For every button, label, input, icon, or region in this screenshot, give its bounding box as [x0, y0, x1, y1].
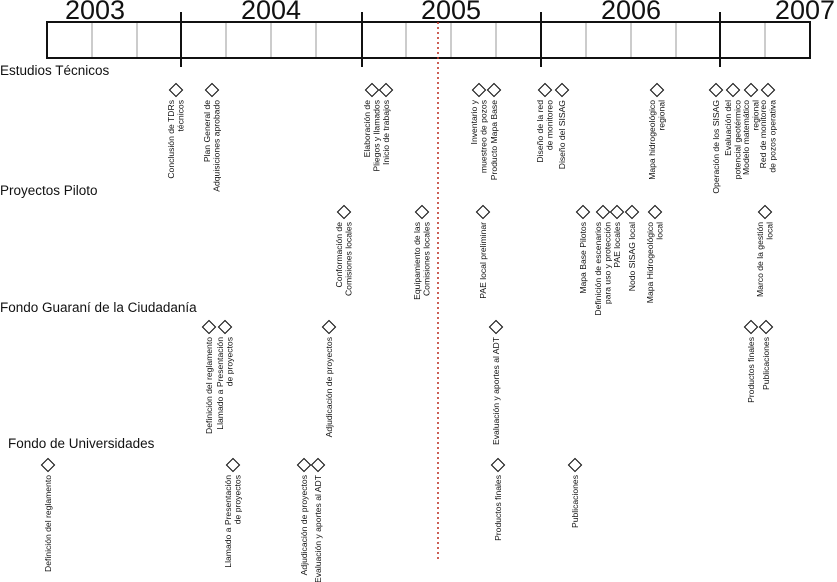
milestone-label: técnicos [176, 100, 186, 132]
milestone-label: de monitoreo [545, 100, 555, 150]
milestone-label: Comisiones locales [344, 222, 354, 296]
milestone-diamond [475, 204, 491, 220]
milestone-diamond [708, 82, 724, 98]
milestone-label: Diseño del SISAG [557, 100, 567, 170]
milestone-label: de pozos operativa [768, 100, 778, 173]
section-title: Estudios Técnicos [0, 63, 110, 78]
milestone-label: local [655, 222, 665, 240]
milestone-label: Conformación de [334, 222, 344, 288]
milestone-label: regional [657, 100, 667, 131]
milestone-diamond [321, 319, 337, 335]
milestone-label: regional [751, 100, 761, 131]
milestone-label: Definición de escenarios [593, 222, 603, 316]
milestone-label: Evaluación del [723, 100, 733, 156]
milestone-label: Inventario y [469, 99, 479, 144]
milestone-diamond [488, 319, 504, 335]
timeline-bar [46, 21, 811, 59]
milestone-diamond [40, 457, 56, 473]
milestone-label: para uso y protección [603, 222, 613, 304]
milestone-diamond [595, 204, 611, 220]
milestone-label: Inicio de trabajos [381, 100, 391, 165]
milestone-label: Modelo matemático [741, 100, 751, 175]
milestone-label: PAE local preliminar [478, 222, 488, 299]
milestone-label: Evaluación y aportes al ADT [313, 474, 323, 582]
milestone-label: muestreo de pozos [479, 100, 489, 173]
milestone-diamond [490, 457, 506, 473]
milestone-label: Mapa Hidrogeológico [645, 222, 655, 303]
milestone-label: local [765, 222, 775, 240]
milestone-diamond [378, 82, 394, 98]
milestone-label: Llamado a Presentación [223, 475, 233, 568]
milestone-diamond [760, 82, 776, 98]
milestone-label: Adjudicación de proyectos [299, 475, 309, 575]
year-label: 2007 [775, 0, 835, 25]
milestone-label: PAE locales [612, 222, 622, 268]
milestone-diamond [649, 82, 665, 98]
milestone-label: Conclusión de TDRs [166, 100, 176, 179]
milestone-label: Llamado a Presentación [215, 337, 225, 430]
milestone-label: Pliegos y llamados [372, 100, 382, 172]
milestone-diamond [471, 82, 487, 98]
year-label: 2005 [421, 0, 481, 25]
milestone-diamond [757, 204, 773, 220]
milestone-label: Definición del reglamento [204, 337, 214, 434]
milestone-diamond [537, 82, 553, 98]
milestone-diamond [168, 82, 184, 98]
milestone-diamond [554, 82, 570, 98]
milestone-label: Operación de los SISAG [711, 100, 721, 194]
milestone-diamond [486, 82, 502, 98]
milestone-diamond [758, 319, 774, 335]
milestone-diamond [217, 319, 233, 335]
year-label: 2003 [65, 0, 125, 25]
milestone-label: de proyectos [233, 475, 243, 524]
milestone-label: Diseño de la red [535, 100, 545, 163]
milestone-label: Equipamiento de las [412, 222, 422, 300]
milestone-label: Elaboración de [362, 100, 372, 158]
year-label: 2004 [241, 0, 301, 25]
milestone-label: Nodo SISAG local [627, 222, 637, 291]
milestone-label: Definición del reglamento [43, 475, 53, 572]
milestone-label: Mapa hidrogeológico [647, 100, 657, 180]
milestone-label: Publicaciones [761, 337, 771, 390]
milestone-label: Producto Mapa Base [489, 100, 499, 180]
milestone-diamond [296, 457, 312, 473]
milestone-diamond [336, 204, 352, 220]
milestone-label: Productos finales [493, 475, 503, 541]
milestone-label: Marco de la gestión [755, 222, 765, 297]
milestone-diamond [414, 204, 430, 220]
milestone-diamond [201, 319, 217, 335]
milestone-diamond [609, 204, 625, 220]
section-title: Fondo Guaraní de la Ciudadanía [0, 300, 197, 315]
milestone-diamond [725, 82, 741, 98]
milestone-diamond [647, 204, 663, 220]
milestone-diamond [743, 82, 759, 98]
year-label: 2006 [601, 0, 661, 25]
section-title: Fondo de Universidades [8, 436, 155, 451]
milestone-label: Publicaciones [570, 475, 580, 528]
milestone-diamond [567, 457, 583, 473]
section-title: Proyectos Piloto [0, 183, 98, 198]
milestone-label: Red de monitoreo [758, 100, 768, 169]
milestone-label: Comisiones locales [422, 222, 432, 296]
milestone-label: potencial geotérmico [733, 100, 743, 180]
milestone-label: Evaluación y aportes al ADT [491, 336, 501, 445]
milestone-diamond [310, 457, 326, 473]
milestone-label: Productos finales [746, 337, 756, 403]
milestone-label: de proyectos [225, 337, 235, 386]
milestone-diamond [225, 457, 241, 473]
milestone-diamond [743, 319, 759, 335]
milestone-label: Adjudicación de proyectos [324, 337, 334, 437]
milestone-diamond [624, 204, 640, 220]
milestone-diamond [364, 82, 380, 98]
milestone-diamond [575, 204, 591, 220]
milestone-label: Plan General de [202, 100, 212, 162]
milestone-label: Adquisiciones aprobado [212, 100, 222, 192]
milestone-label: Mapa Base Pilotos [578, 222, 588, 294]
milestone-diamond [204, 82, 220, 98]
